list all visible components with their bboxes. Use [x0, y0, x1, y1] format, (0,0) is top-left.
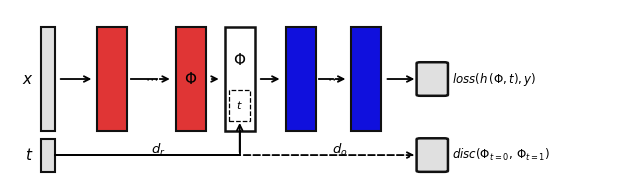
- Bar: [97, 27, 127, 132]
- Text: $t$: $t$: [236, 99, 243, 111]
- Bar: [41, 139, 54, 172]
- Bar: [351, 27, 381, 132]
- FancyBboxPatch shape: [417, 138, 448, 172]
- Text: $d_o$: $d_o$: [332, 142, 348, 158]
- Bar: [176, 27, 206, 132]
- Text: $\Phi$: $\Phi$: [233, 52, 246, 68]
- Bar: [229, 89, 250, 121]
- Text: $disc(\Phi_{t=0},\, \Phi_{t=1})$: $disc(\Phi_{t=0},\, \Phi_{t=1})$: [452, 147, 550, 163]
- Text: $\cdots$: $\cdots$: [145, 73, 158, 86]
- FancyBboxPatch shape: [417, 62, 448, 96]
- Bar: [41, 27, 54, 132]
- Text: $loss(h\,(\Phi, t), y)$: $loss(h\,(\Phi, t), y)$: [452, 70, 536, 87]
- Text: $\Phi$: $\Phi$: [184, 71, 197, 87]
- Bar: [285, 27, 316, 132]
- Text: $x$: $x$: [22, 71, 33, 86]
- Bar: [225, 27, 255, 132]
- Text: $\cdots$: $\cdots$: [327, 73, 340, 86]
- Text: $t$: $t$: [25, 147, 33, 163]
- Text: $d_r$: $d_r$: [150, 142, 165, 158]
